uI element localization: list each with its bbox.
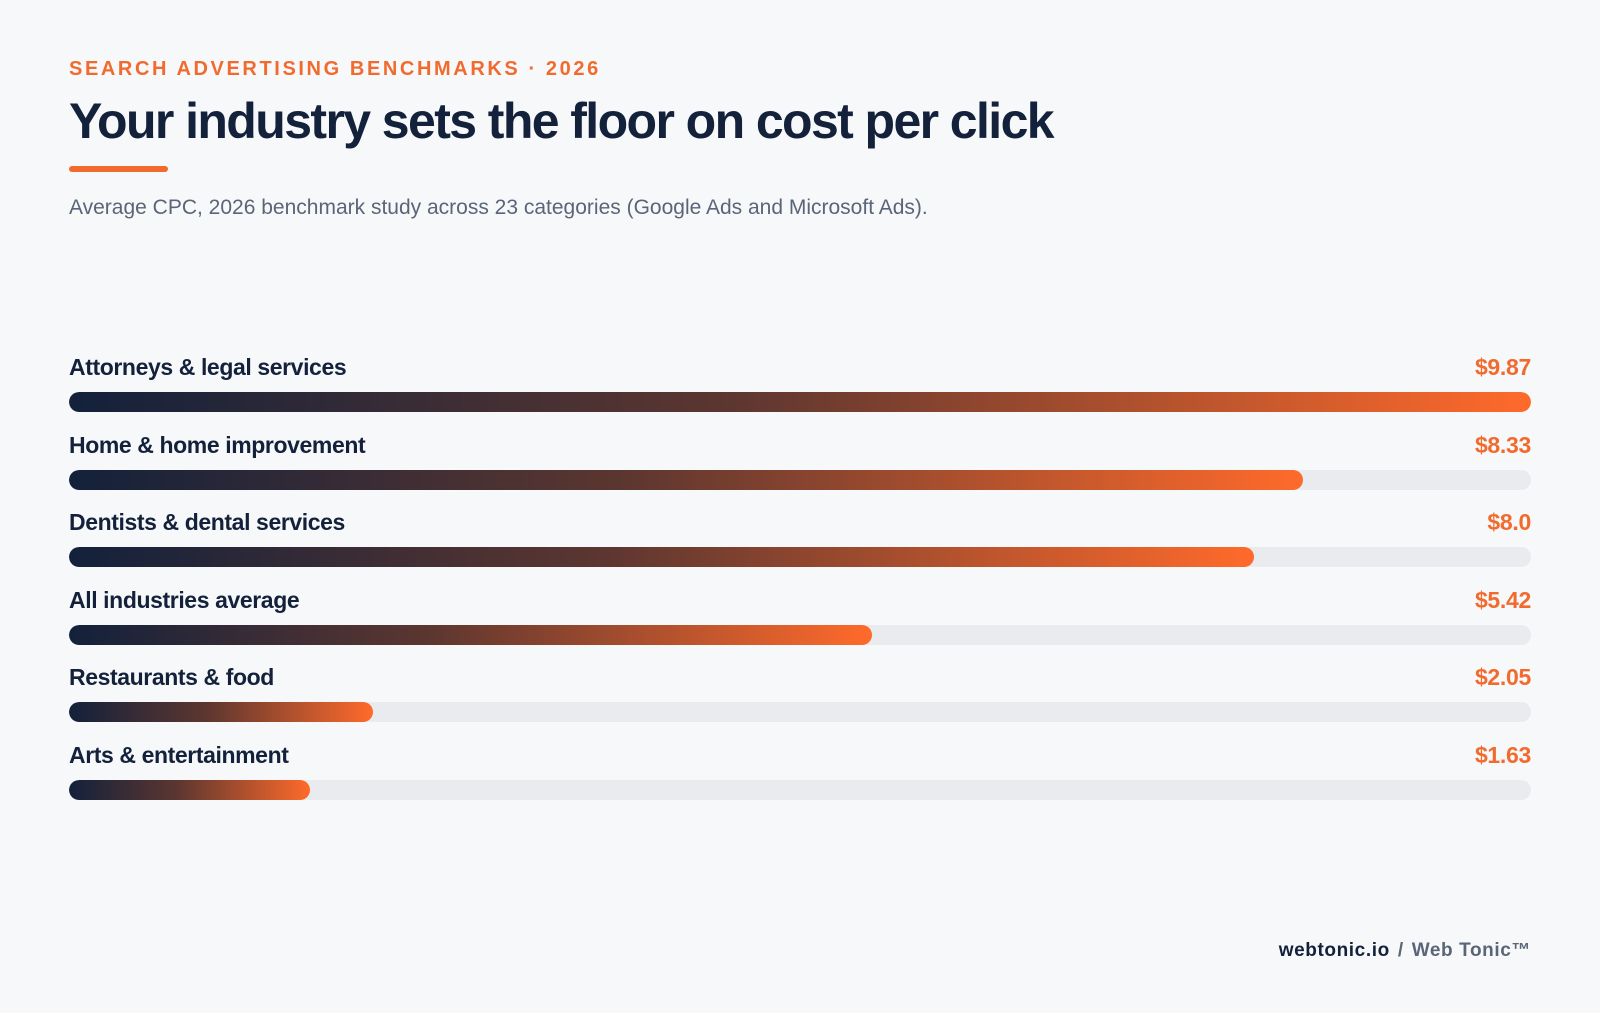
cpc-bar-chart: Attorneys & legal services $9.87 Home & ho…: [69, 352, 1531, 817]
value-label: $5.42: [1474, 586, 1531, 613]
bar-row: Dentists & dental services $8.0: [69, 507, 1531, 585]
bar-row: Home & home improvement $8.33: [69, 430, 1531, 508]
bar-track: [69, 702, 1531, 722]
category-label: Attorneys & legal services: [69, 354, 347, 380]
bar-track: [69, 469, 1531, 490]
bar-row: All industries average $5.42: [69, 585, 1531, 663]
value-label: $2.05: [1474, 664, 1531, 690]
bar-row: Arts & entertainment $1.63: [69, 740, 1531, 818]
page-title: Your industry sets the floor on cost per…: [69, 93, 1055, 149]
bar: [69, 469, 1303, 490]
value-label: $9.87: [1474, 354, 1531, 380]
bar: [69, 547, 1254, 567]
eyebrow-label: SEARCH ADVERTISING BENCHMARKS · 2026: [69, 58, 601, 80]
footer-separator: /: [1397, 940, 1404, 961]
bar-row: Attorneys & legal services $9.87: [69, 352, 1531, 430]
footer-credit: webtonic.io / Web Tonic™: [1279, 940, 1531, 962]
bar-track: [69, 547, 1531, 567]
bar: [69, 624, 872, 645]
bar-track: [69, 779, 1531, 800]
bar: [69, 702, 373, 722]
title-accent-rule: [69, 166, 168, 172]
value-label: $8.33: [1474, 431, 1531, 458]
footer-domain: webtonic.io: [1278, 940, 1390, 961]
category-label: All industries average: [69, 586, 300, 613]
category-label: Home & home improvement: [69, 431, 366, 458]
bar: [69, 779, 311, 800]
bar-track: [69, 624, 1531, 645]
infographic: SEARCH ADVERTISING BENCHMARKS · 2026 You…: [69, 0, 1531, 1013]
bar-row: Restaurants & food $2.05: [69, 662, 1531, 740]
category-label: Arts & entertainment: [69, 741, 289, 768]
value-label: $8.0: [1487, 509, 1531, 535]
category-label: Dentists & dental services: [69, 509, 345, 535]
bar: [69, 392, 1531, 412]
category-label: Restaurants & food: [69, 664, 274, 690]
footer-brand: Web Tonic™: [1411, 940, 1531, 961]
value-label: $1.63: [1474, 741, 1531, 768]
bar-track: [69, 392, 1531, 412]
chart-subtitle: Average CPC, 2026 benchmark study across…: [69, 196, 928, 219]
